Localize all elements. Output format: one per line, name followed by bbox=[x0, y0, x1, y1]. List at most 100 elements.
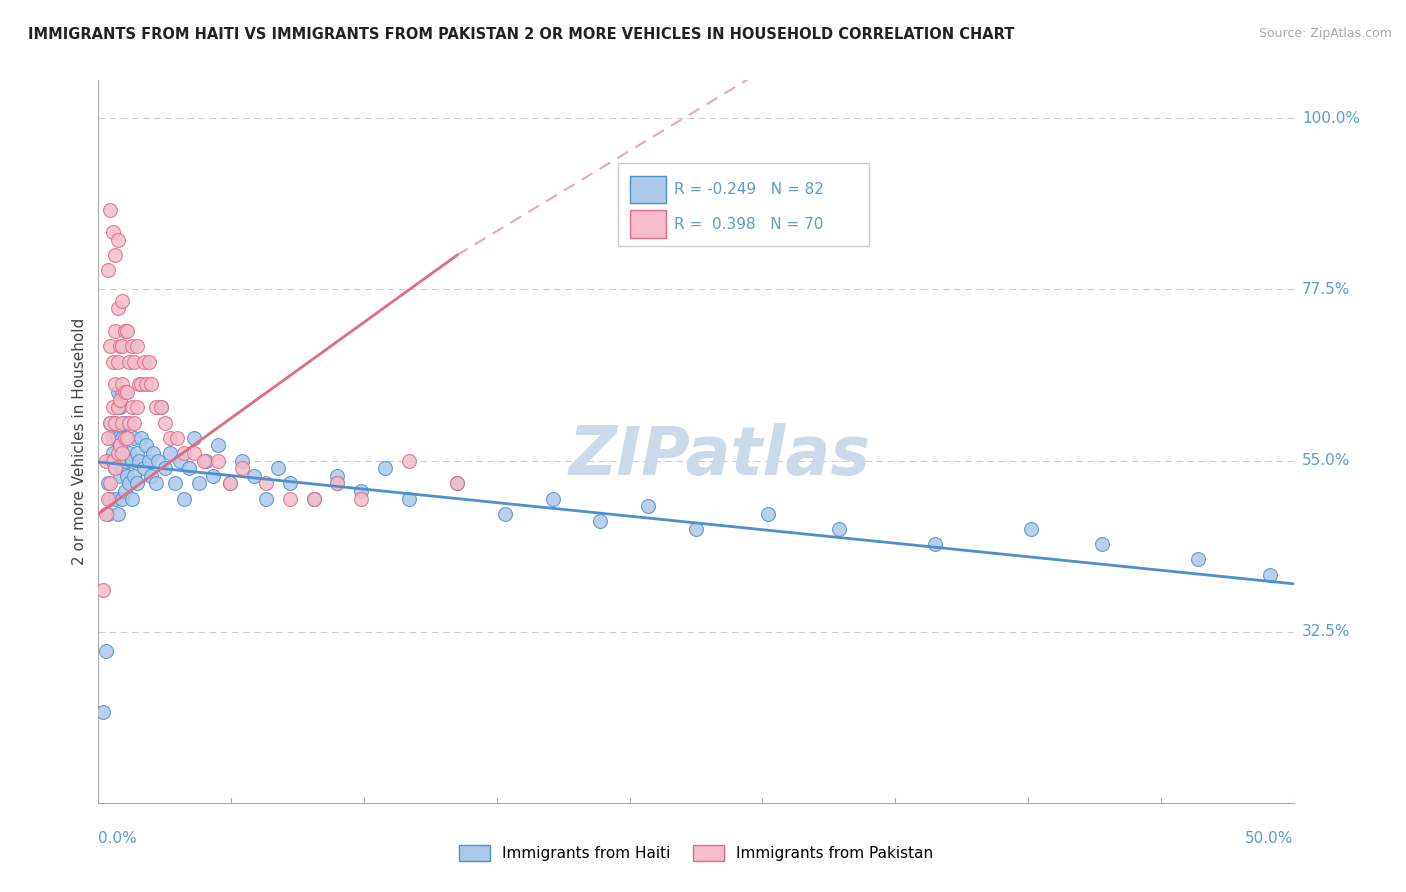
Point bbox=[148, 453, 170, 467]
Point bbox=[114, 324, 136, 338]
Text: ZIPatlas: ZIPatlas bbox=[569, 423, 870, 489]
Point bbox=[101, 401, 124, 415]
Point bbox=[1187, 552, 1209, 566]
FancyBboxPatch shape bbox=[619, 163, 869, 246]
Point bbox=[124, 431, 146, 445]
Point bbox=[254, 491, 277, 506]
Point bbox=[101, 354, 124, 368]
Point bbox=[118, 476, 141, 491]
Point bbox=[115, 468, 138, 483]
Point bbox=[541, 491, 564, 506]
Point bbox=[179, 461, 201, 475]
Point bbox=[219, 476, 242, 491]
Point bbox=[202, 468, 225, 483]
Point bbox=[446, 476, 468, 491]
Point bbox=[107, 233, 129, 247]
Point bbox=[142, 446, 165, 460]
Point bbox=[104, 248, 127, 262]
Point bbox=[98, 416, 122, 430]
Point bbox=[111, 293, 134, 308]
Point bbox=[187, 476, 209, 491]
Point bbox=[219, 476, 242, 491]
Point bbox=[589, 515, 612, 529]
Point bbox=[125, 446, 148, 460]
Point bbox=[115, 324, 138, 338]
Point bbox=[195, 453, 218, 467]
Point bbox=[637, 499, 659, 513]
Point bbox=[121, 491, 143, 506]
Point bbox=[278, 491, 301, 506]
Point bbox=[183, 446, 205, 460]
Text: Source: ZipAtlas.com: Source: ZipAtlas.com bbox=[1258, 27, 1392, 40]
Point bbox=[104, 461, 127, 475]
Point bbox=[111, 461, 134, 475]
Point bbox=[98, 202, 122, 217]
Point bbox=[132, 461, 155, 475]
Point bbox=[350, 483, 373, 498]
Point bbox=[107, 401, 129, 415]
Point bbox=[111, 446, 134, 460]
Point bbox=[207, 438, 229, 452]
Point bbox=[101, 431, 124, 445]
Point bbox=[398, 491, 420, 506]
Point bbox=[108, 438, 131, 452]
Point bbox=[101, 226, 124, 240]
Point bbox=[108, 438, 131, 452]
Point bbox=[114, 431, 136, 445]
Point bbox=[111, 339, 134, 353]
Point bbox=[114, 416, 136, 430]
FancyBboxPatch shape bbox=[630, 211, 666, 238]
Point bbox=[125, 339, 148, 353]
Point bbox=[139, 377, 162, 392]
Point bbox=[104, 491, 127, 506]
Point bbox=[149, 401, 172, 415]
Point bbox=[124, 416, 146, 430]
Point bbox=[128, 377, 150, 392]
Point bbox=[118, 446, 141, 460]
Point bbox=[98, 476, 122, 491]
Point bbox=[114, 385, 136, 400]
Point bbox=[97, 263, 120, 277]
Point bbox=[91, 705, 114, 719]
Point bbox=[111, 385, 134, 400]
Point bbox=[91, 582, 114, 597]
Point bbox=[159, 431, 181, 445]
Point bbox=[115, 385, 138, 400]
Point bbox=[114, 483, 136, 498]
Point bbox=[132, 354, 155, 368]
Point bbox=[446, 476, 468, 491]
Point bbox=[104, 416, 127, 430]
Point bbox=[183, 431, 205, 445]
Point bbox=[94, 453, 117, 467]
Point bbox=[302, 491, 325, 506]
Point bbox=[97, 431, 120, 445]
Point bbox=[159, 446, 181, 460]
Point bbox=[97, 476, 120, 491]
Point bbox=[231, 461, 253, 475]
Point bbox=[124, 354, 146, 368]
Point bbox=[166, 431, 188, 445]
Point bbox=[243, 468, 266, 483]
Point bbox=[398, 453, 420, 467]
Point bbox=[107, 507, 129, 521]
Point bbox=[108, 392, 131, 407]
Point bbox=[108, 401, 131, 415]
Point bbox=[924, 537, 946, 551]
Point bbox=[97, 491, 120, 506]
Point bbox=[1258, 567, 1281, 582]
Point bbox=[98, 453, 122, 467]
Point bbox=[115, 431, 138, 445]
Point bbox=[145, 476, 167, 491]
Point bbox=[1091, 537, 1114, 551]
Point bbox=[207, 453, 229, 467]
Point bbox=[107, 301, 129, 316]
Text: 100.0%: 100.0% bbox=[1302, 111, 1360, 126]
Text: 0.0%: 0.0% bbox=[98, 830, 138, 846]
Point bbox=[111, 416, 134, 430]
Point bbox=[1019, 522, 1042, 536]
Point bbox=[114, 453, 136, 467]
Point bbox=[326, 476, 349, 491]
Point bbox=[326, 476, 349, 491]
Text: 55.0%: 55.0% bbox=[1302, 453, 1350, 468]
Point bbox=[107, 446, 129, 460]
